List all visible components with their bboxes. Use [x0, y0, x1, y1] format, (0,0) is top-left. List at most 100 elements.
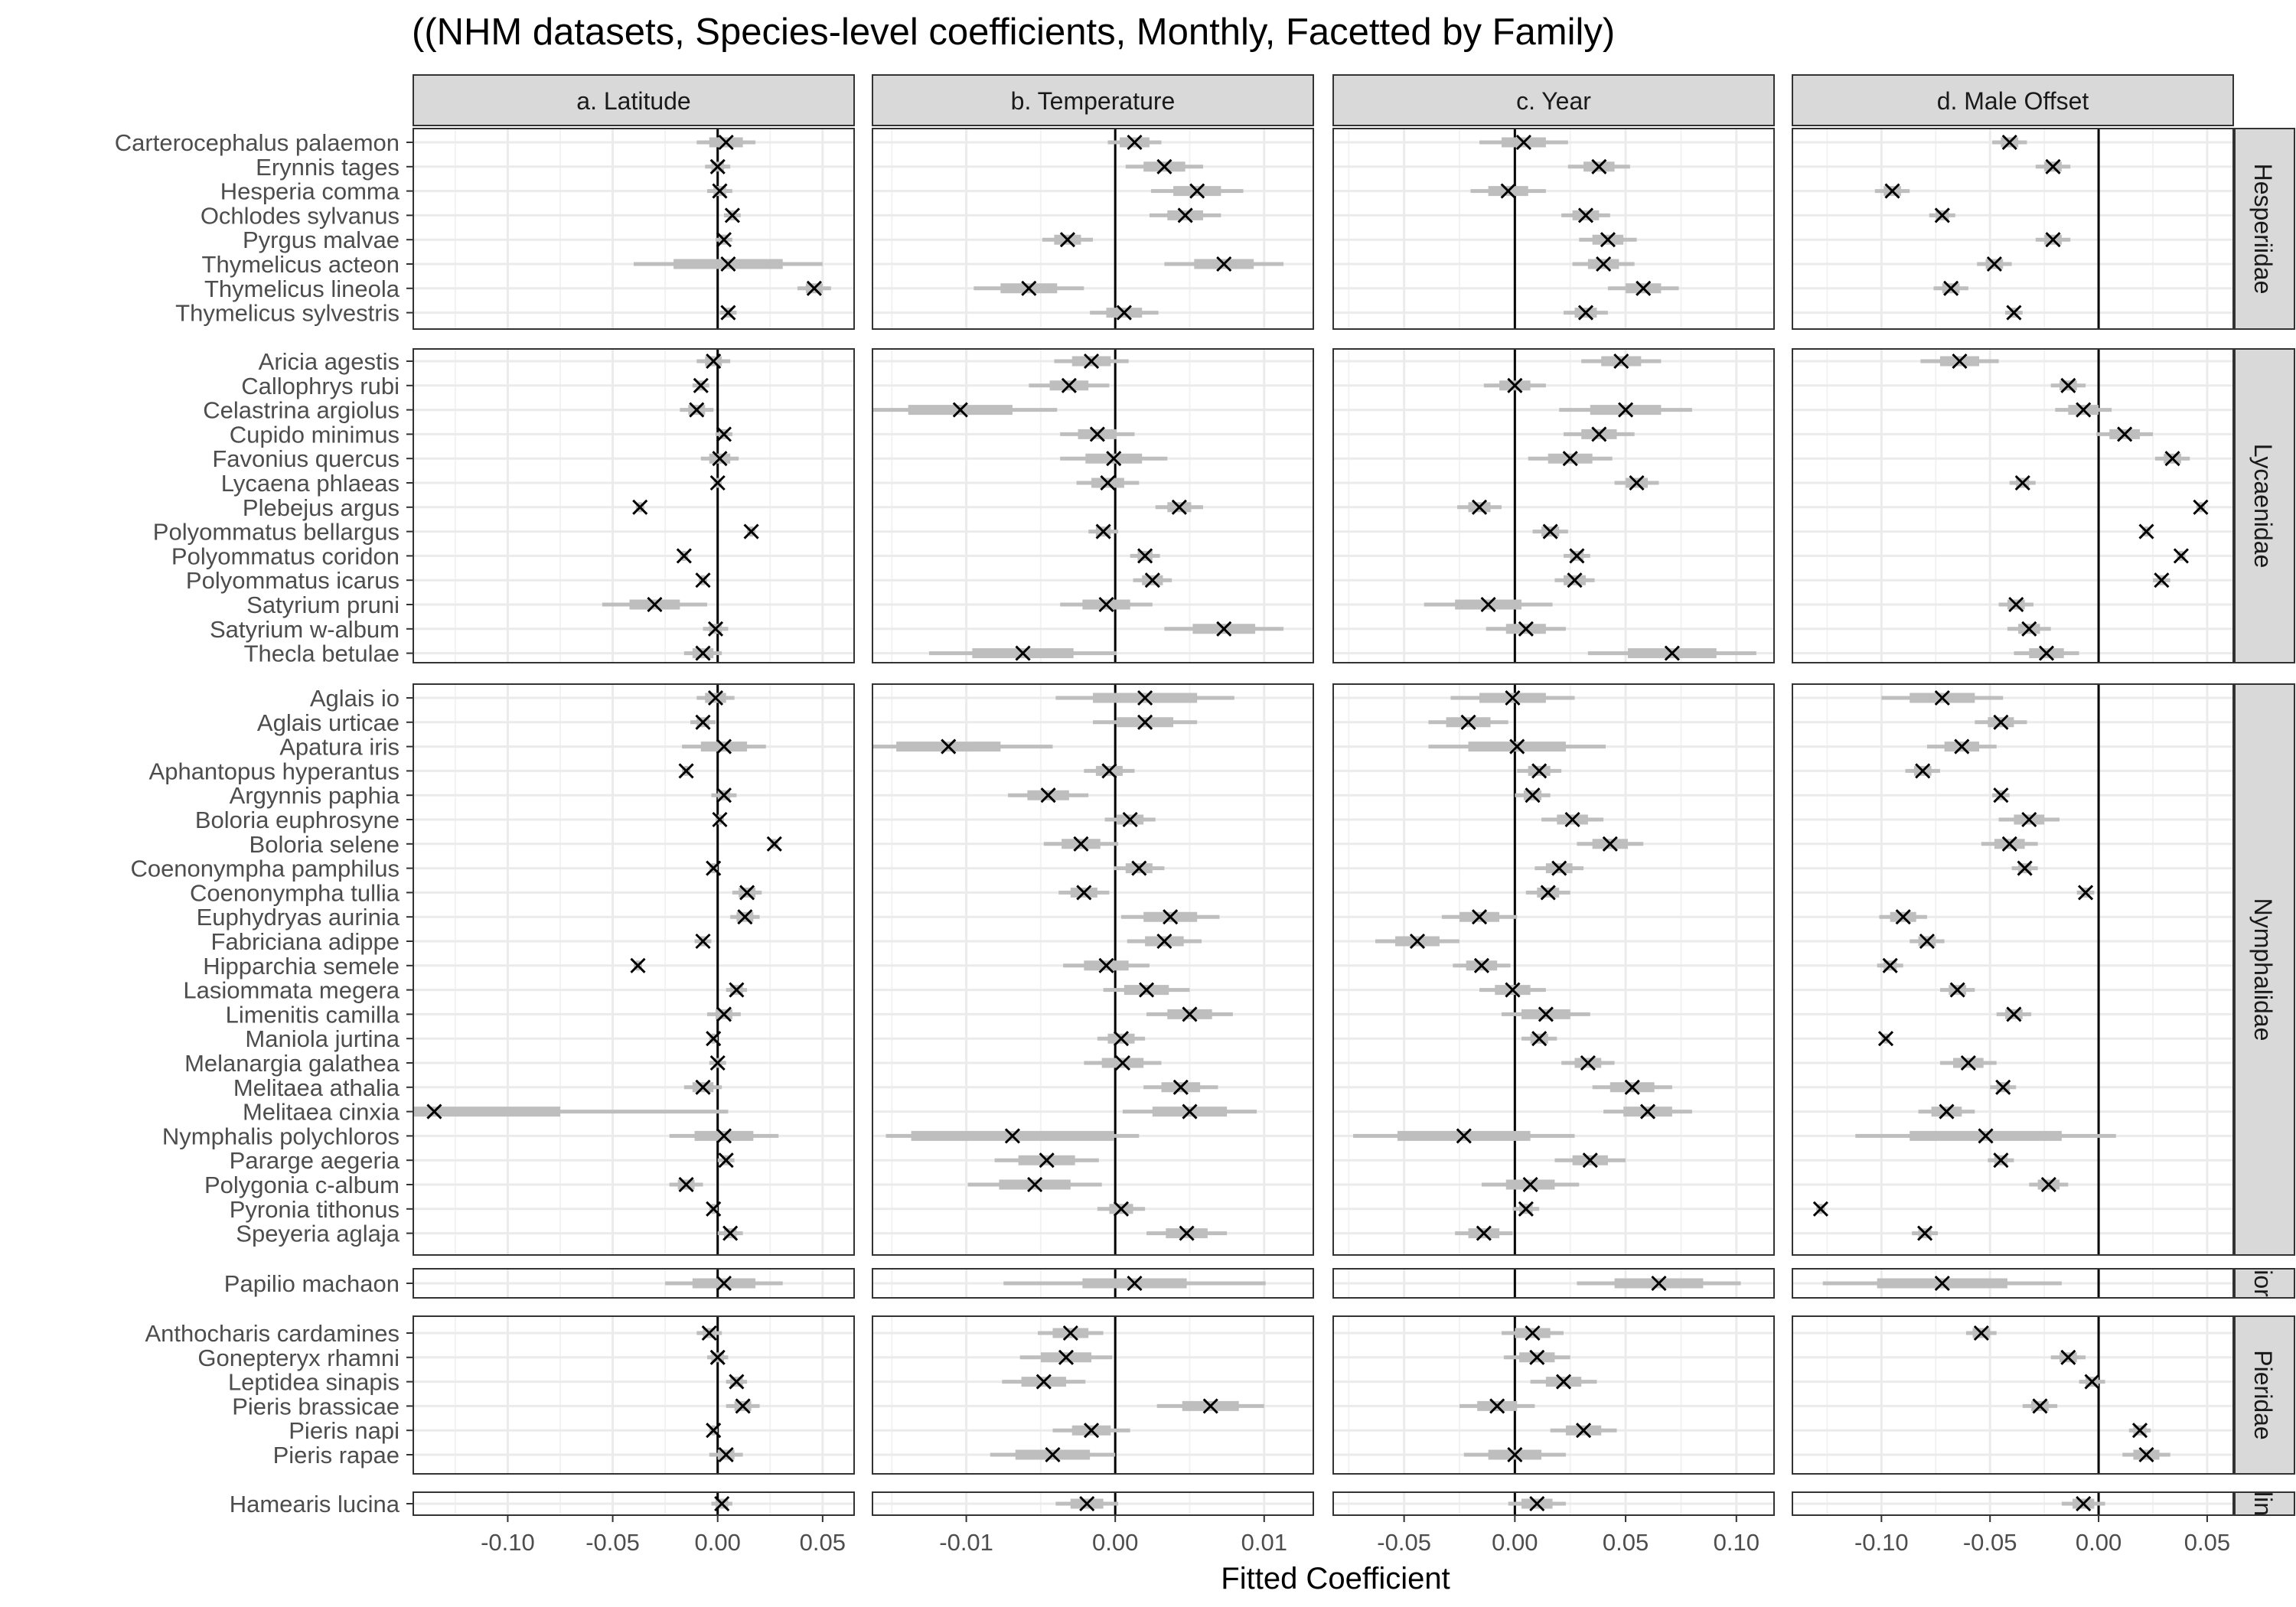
- species-label: Hesperia comma: [220, 178, 400, 205]
- species-label: Thymelicus sylvestris: [175, 300, 400, 327]
- estimate-marker: [1061, 377, 1077, 393]
- panel-border: [1332, 128, 1775, 330]
- panel-border: [413, 683, 855, 1256]
- estimate-marker: [1540, 885, 1556, 901]
- panel-male-hesperiidae: [1792, 128, 2234, 330]
- estimate-marker: [1651, 1275, 1667, 1292]
- family-strip-label: Hesperiidae: [2249, 164, 2277, 295]
- estimate-marker: [706, 1031, 722, 1047]
- estimate-marker: [1106, 451, 1122, 467]
- estimate-marker: [709, 474, 726, 491]
- estimate-marker: [1562, 451, 1578, 467]
- estimate-marker: [1812, 1201, 1828, 1217]
- species-label: Argynnis paphia: [230, 782, 400, 809]
- estimate-marker: [2060, 1349, 2076, 1365]
- species-label: Pyronia tithonus: [230, 1196, 400, 1223]
- species-label: Ochlodes sylvanus: [201, 202, 400, 229]
- species-label: Cupido minimus: [230, 421, 400, 448]
- species-label: Leptidea sinapis: [228, 1369, 400, 1396]
- estimate-marker: [1137, 714, 1153, 730]
- estimate-marker: [2045, 232, 2061, 248]
- estimate-marker: [1591, 158, 1607, 174]
- x-tick-label: -0.10: [1854, 1529, 1909, 1556]
- column-strip-label: a. Latitude: [576, 87, 690, 115]
- x-tick-label: 0.05: [2184, 1529, 2230, 1556]
- estimate-marker: [941, 738, 957, 755]
- estimate-marker: [1576, 1423, 1592, 1439]
- estimate-marker: [1177, 207, 1193, 223]
- estimate-marker: [1507, 1446, 1523, 1463]
- estimate-marker: [2077, 885, 2094, 901]
- estimate-marker: [1505, 982, 1521, 998]
- estimate-marker: [1934, 1275, 1950, 1292]
- x-tick-label: -0.05: [1377, 1529, 1431, 1556]
- panel-male-pieridae: [1792, 1315, 2234, 1475]
- panel-border: [872, 1268, 1314, 1299]
- estimate-marker: [1602, 836, 1618, 852]
- panel-male-nymphalidae: [1792, 683, 2234, 1256]
- estimate-marker: [1882, 957, 1898, 973]
- species-label: Aglais urticae: [257, 709, 400, 736]
- estimate-marker: [712, 451, 728, 467]
- estimate-marker: [1116, 305, 1132, 321]
- panel-border: [1332, 348, 1775, 663]
- estimate-marker: [718, 134, 734, 151]
- estimate-marker: [1098, 957, 1114, 973]
- estimate-marker: [707, 621, 724, 637]
- estimate-marker: [1986, 256, 2002, 272]
- estimate-marker: [1021, 280, 1037, 296]
- panel-border: [1792, 683, 2234, 1256]
- estimate-marker: [1618, 402, 1634, 418]
- estimate-marker: [1027, 1176, 1043, 1193]
- panel-background: [413, 349, 854, 663]
- estimate-marker: [2173, 548, 2189, 564]
- estimate-marker: [1456, 1128, 1472, 1144]
- estimate-marker: [647, 596, 663, 613]
- panel-temp-pieridae: [872, 1315, 1314, 1475]
- species-label: Pararge aegeria: [230, 1147, 400, 1174]
- estimate-marker: [709, 1054, 726, 1071]
- estimate-marker: [1076, 885, 1092, 901]
- panel-temp-lycaenidae: [872, 348, 1314, 663]
- estimate-marker: [1216, 256, 1232, 272]
- panel-background: [1792, 349, 2233, 663]
- panel-background: [1333, 349, 1774, 663]
- panel-temp-papilionidae: [872, 1268, 1314, 1299]
- estimate-marker: [1567, 572, 1583, 588]
- x-tick-label: -0.10: [481, 1529, 535, 1556]
- estimate-marker: [1613, 353, 1629, 370]
- panel-border: [413, 348, 855, 663]
- panel-border: [1792, 128, 2234, 330]
- estimate-marker: [1144, 572, 1160, 588]
- species-label: Pieris brassicae: [232, 1393, 400, 1420]
- estimate-marker: [1172, 1079, 1189, 1095]
- estimate-marker: [678, 763, 694, 779]
- estimate-marker: [695, 714, 711, 730]
- panel-border: [1792, 1315, 2234, 1475]
- species-label: Carterocephalus palaemon: [115, 129, 400, 156]
- estimate-marker: [1577, 305, 1594, 321]
- estimate-marker: [1189, 183, 1205, 199]
- estimate-marker: [2076, 1495, 2092, 1512]
- species-label: Thymelicus lineola: [204, 275, 400, 302]
- estimate-marker: [1529, 1495, 1545, 1512]
- estimate-marker: [1073, 836, 1089, 852]
- species-label: Maniola jurtina: [245, 1025, 400, 1052]
- estimate-marker: [2154, 572, 2170, 588]
- panel-border: [1332, 1315, 1775, 1475]
- estimate-marker: [1518, 1201, 1534, 1217]
- panel-border: [872, 683, 1314, 1256]
- estimate-marker: [1015, 645, 1031, 661]
- estimate-marker: [1216, 621, 1232, 637]
- estimate-marker: [2032, 1398, 2048, 1414]
- panel-border: [1332, 1268, 1775, 1299]
- panel-border: [872, 128, 1314, 330]
- estimate-marker: [1127, 1275, 1143, 1292]
- panel-border: [413, 1315, 855, 1475]
- species-label: Anthocharis cardamines: [145, 1320, 400, 1347]
- family-strip-label: Pieridae: [2249, 1350, 2277, 1439]
- estimate-marker: [1163, 909, 1179, 925]
- species-label: Boloria euphrosyne: [195, 807, 400, 833]
- estimate-marker: [1934, 689, 1950, 706]
- estimate-marker: [1409, 933, 1426, 950]
